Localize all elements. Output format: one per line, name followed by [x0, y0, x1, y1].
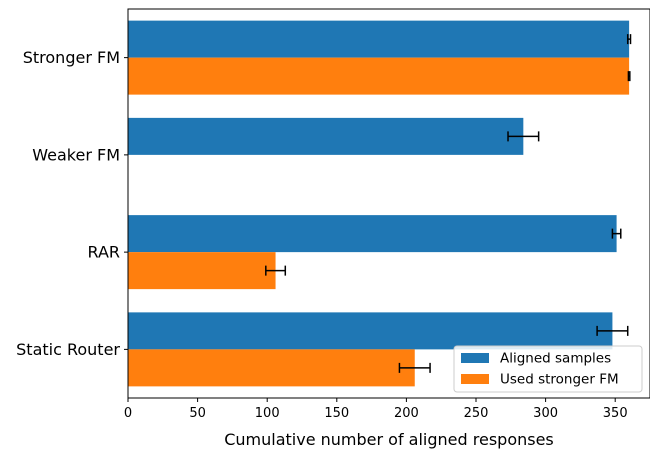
- x-tick-label-250: 250: [464, 406, 489, 421]
- legend-swatch-aligned-samples: [461, 353, 489, 363]
- x-axis-label: Cumulative number of aligned responses: [224, 430, 554, 449]
- legend-swatch-used-stronger-fm: [461, 374, 489, 384]
- bars-layer: [128, 20, 630, 387]
- error-bars-layer: [265, 34, 632, 373]
- x-tick-label-150: 150: [324, 406, 349, 421]
- bar-aligned-samples-rar: [128, 215, 617, 253]
- y-tick-label-stronger-fm: Stronger FM: [23, 48, 120, 67]
- y-tick-label-static-router: Static Router: [16, 340, 120, 359]
- bar-aligned-samples-weaker-fm: [128, 117, 524, 155]
- x-axis-ticks: 0 50 100 150 200 250 300 350: [124, 398, 628, 421]
- x-tick-label-200: 200: [394, 406, 419, 421]
- bar-aligned-samples-static-router: [128, 312, 613, 350]
- error-bar-aligned-samples-stronger-fm: [626, 34, 632, 45]
- x-tick-label-0: 0: [124, 406, 132, 421]
- bar-used-stronger-fm-rar: [128, 252, 276, 290]
- error-bar-aligned-samples-rar: [611, 228, 622, 239]
- legend-box: [453, 345, 643, 393]
- error-bar-aligned-samples-weaker-fm: [507, 131, 540, 142]
- y-tick-label-weaker-fm: Weaker FM: [32, 145, 120, 164]
- x-tick-label-100: 100: [255, 406, 280, 421]
- plot-frame: [127, 8, 650, 399]
- legend-label-aligned-samples: Aligned samples: [500, 351, 611, 367]
- error-bar-used-stronger-fm-stronger-fm: [627, 71, 631, 82]
- x-tick-label-50: 50: [189, 406, 206, 421]
- legend-label-used-stronger-fm: Used stronger FM: [500, 372, 619, 388]
- bar-used-stronger-fm-static-router: [128, 349, 415, 387]
- bar-aligned-samples-stronger-fm: [128, 20, 630, 58]
- bar-used-stronger-fm-stronger-fm: [128, 57, 630, 95]
- x-tick-label-300: 300: [533, 406, 558, 421]
- error-bar-used-stronger-fm-rar: [265, 265, 287, 276]
- y-axis-ticks: Stronger FM Weaker FM RAR Static Router: [16, 48, 128, 359]
- legend: Aligned samples Used stronger FM: [453, 345, 643, 393]
- x-tick-label-350: 350: [603, 406, 628, 421]
- y-tick-label-rar: RAR: [87, 243, 120, 262]
- error-bar-aligned-samples-static-router: [596, 325, 629, 336]
- error-bar-used-stronger-fm-static-router: [398, 362, 431, 373]
